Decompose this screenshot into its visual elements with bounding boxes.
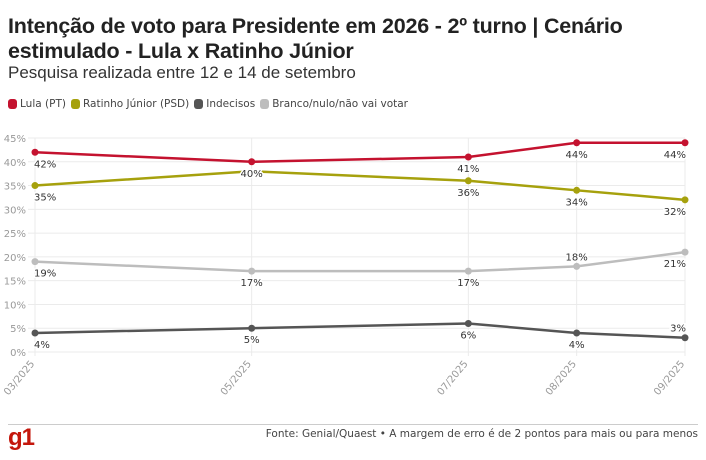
data-point bbox=[31, 258, 39, 266]
data-point bbox=[31, 182, 39, 190]
data-label: 34% bbox=[566, 197, 588, 208]
data-point bbox=[248, 158, 256, 166]
data-point bbox=[681, 196, 689, 204]
series-line bbox=[34, 322, 686, 339]
legend-item-indecisos[interactable]: Indecisos bbox=[194, 98, 255, 110]
legend-swatch-lula bbox=[8, 99, 17, 109]
data-label: 18% bbox=[566, 252, 588, 263]
x-tick-label: 08/2025 bbox=[544, 359, 579, 398]
data-point bbox=[464, 319, 472, 327]
legend-swatch-indecisos bbox=[194, 99, 204, 109]
data-labels: 42% 40% 41% 44% 44% 35% 36% 34% 32% 4% 5% 6% 4% 3% 19%… bbox=[33, 148, 688, 352]
legend-item-branco[interactable]: Branco/nulo/não vai votar bbox=[260, 98, 408, 110]
y-tick-label: 20% bbox=[4, 253, 26, 264]
y-tick-label: 0% bbox=[10, 348, 26, 359]
y-tick-label: 30% bbox=[4, 205, 26, 216]
data-point bbox=[248, 324, 256, 332]
data-point bbox=[248, 267, 256, 275]
data-label: 35% bbox=[34, 193, 56, 204]
y-tick-label: 25% bbox=[4, 229, 26, 240]
legend-item-ratinho[interactable]: Ratinho Júnior (PSD) bbox=[70, 98, 190, 110]
y-tick-label: 45% bbox=[4, 134, 26, 145]
data-point bbox=[31, 329, 39, 337]
data-point bbox=[464, 153, 472, 161]
data-label: 42% bbox=[34, 159, 56, 170]
data-point bbox=[573, 262, 581, 270]
data-point bbox=[681, 248, 689, 256]
footer-divider bbox=[8, 424, 698, 425]
y-axis: 0% 5% 10% 15% 20% 25% 30% 35% 40% 45% bbox=[4, 134, 26, 359]
data-label: 3% bbox=[670, 324, 686, 335]
legend-label: Lula (PT) bbox=[20, 98, 66, 110]
data-point bbox=[573, 139, 581, 147]
chart-title: Intenção de voto para Presidente em 2026… bbox=[8, 14, 623, 63]
x-tick-label: 07/2025 bbox=[435, 359, 470, 398]
legend-swatch-ratinho bbox=[70, 99, 80, 109]
data-point bbox=[31, 148, 39, 156]
legend-swatch-branco bbox=[260, 99, 270, 109]
data-point bbox=[681, 334, 689, 342]
series-points bbox=[31, 139, 689, 342]
chart-subtitle: Pesquisa realizada entre 12 e 14 de sete… bbox=[8, 63, 356, 82]
y-tick-label: 15% bbox=[4, 277, 26, 288]
data-point bbox=[573, 329, 581, 337]
data-label: 44% bbox=[566, 150, 588, 161]
data-label: 41% bbox=[457, 164, 479, 175]
data-label: 44% bbox=[664, 150, 686, 161]
data-label: 5% bbox=[244, 335, 260, 346]
y-tick-label: 10% bbox=[4, 300, 26, 311]
data-label: 4% bbox=[569, 340, 585, 351]
g1-logo: g1 bbox=[8, 424, 35, 451]
legend-label: Indecisos bbox=[206, 98, 256, 110]
x-tick-label: 09/2025 bbox=[652, 359, 687, 398]
y-tick-label: 40% bbox=[4, 158, 26, 169]
legend: Lula (PT) Ratinho Júnior (PSD) Indecisos… bbox=[8, 98, 413, 110]
data-point bbox=[464, 267, 472, 275]
x-tick-label: 03/2025 bbox=[2, 359, 37, 398]
x-tick-label: 05/2025 bbox=[219, 359, 254, 398]
gridlines bbox=[28, 137, 686, 356]
legend-label: Ratinho Júnior (PSD) bbox=[82, 98, 190, 110]
line-chart: 0% 5% 10% 15% 20% 25% 30% 35% 40% 45% 03/2025 05/2… bbox=[2, 134, 689, 398]
data-label: 21% bbox=[664, 259, 686, 270]
data-point bbox=[573, 186, 581, 194]
y-tick-label: 35% bbox=[4, 182, 26, 193]
legend-label: Branco/nulo/não vai votar bbox=[272, 98, 408, 110]
x-axis: 03/2025 05/2025 07/2025 08/2025 09/2025 bbox=[2, 359, 687, 398]
data-label: 17% bbox=[241, 278, 263, 289]
data-label: 19% bbox=[34, 269, 56, 280]
y-tick-label: 5% bbox=[10, 324, 26, 335]
data-point bbox=[681, 139, 689, 147]
source-note: Fonte: Genial/Quaest • A margem de erro … bbox=[265, 428, 698, 440]
series-lines bbox=[34, 141, 686, 339]
data-point bbox=[464, 177, 472, 185]
data-label: 6% bbox=[460, 330, 476, 341]
data-label: 40% bbox=[241, 169, 263, 180]
data-label: 4% bbox=[34, 340, 50, 351]
data-label: 17% bbox=[457, 278, 479, 289]
data-label: 32% bbox=[664, 207, 686, 218]
legend-item-lula[interactable]: Lula (PT) bbox=[8, 98, 66, 110]
data-label: 36% bbox=[457, 188, 479, 199]
